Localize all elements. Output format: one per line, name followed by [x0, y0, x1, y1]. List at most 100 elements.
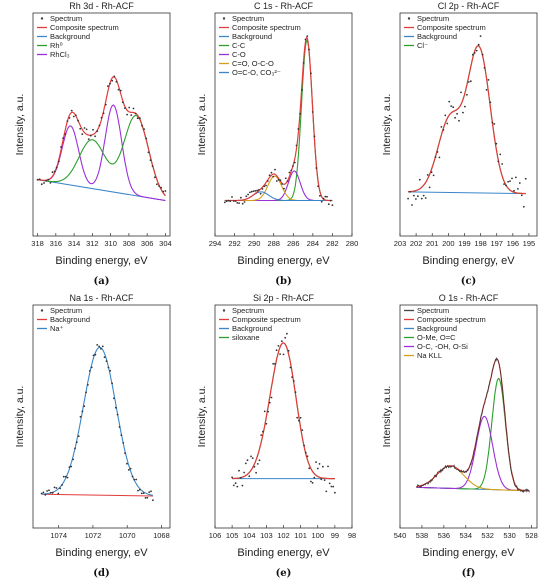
spectrum-point [100, 116, 103, 119]
panel-label: (a) [94, 276, 110, 287]
x-tick-label: 528 [525, 531, 538, 540]
spectrum-point [44, 494, 47, 496]
spectrum-point [127, 469, 130, 471]
legend-entry: Cl⁻ [404, 41, 428, 50]
spectrum-point [64, 475, 67, 478]
legend-label: O-C, -OH, O-Si [417, 342, 468, 351]
x-tick-label: 538 [416, 531, 429, 540]
legend-label: Rh⁰ [50, 41, 63, 50]
spectrum-point [265, 184, 267, 187]
spectrum-point [475, 49, 478, 52]
legend-entry: Background [219, 324, 272, 333]
legend-entry: C-C [219, 41, 246, 50]
spectrum-point [450, 105, 453, 107]
spectrum-point [100, 347, 102, 350]
spectrum-point [428, 186, 431, 189]
spectrum-point [315, 461, 317, 463]
spectrum-point [311, 481, 314, 484]
spectrum-point [487, 79, 490, 81]
spectrum-point [248, 475, 251, 478]
spectrum-point [466, 93, 468, 96]
spectrum-point [75, 114, 77, 117]
spectrum-point [252, 190, 255, 193]
x-tick-label: 198 [474, 239, 487, 248]
legend-entry: Background [219, 32, 272, 41]
spectrum-point [279, 353, 281, 355]
spectrum-point [153, 176, 156, 179]
spectrum-point [254, 190, 257, 192]
x-tick-label: 105 [226, 531, 239, 540]
spectrum-point [325, 490, 328, 493]
spectrum-point [413, 194, 415, 197]
spectrum-point [319, 194, 321, 197]
spectrum-point [448, 100, 451, 103]
spectrum-point [94, 135, 96, 138]
spectrum-point [493, 123, 496, 125]
spectrum-point [446, 122, 449, 125]
spectrum-point [517, 188, 519, 190]
legend-label: Na⁺ [50, 324, 64, 333]
x-tick-label: 103 [260, 531, 273, 540]
legend-label: C-C [232, 41, 246, 50]
spectrum-point [147, 151, 150, 154]
spectrum-point [68, 466, 71, 468]
x-tick-label: 294 [209, 239, 222, 248]
spectrum-point [105, 360, 108, 362]
spectrum-point [274, 363, 276, 365]
x-tick-label: 532 [481, 531, 494, 540]
panel-label: (c) [461, 276, 477, 287]
spectrum-point [270, 171, 273, 174]
spectrum-point [256, 189, 258, 192]
legend-marker [40, 309, 44, 312]
legend-entry: Spectrum [40, 14, 82, 23]
legend-entry: Spectrum [404, 306, 449, 315]
legend-label: siloxane [232, 333, 260, 342]
spectrum-point [92, 354, 95, 357]
spectrum-point [323, 479, 326, 481]
spectrum-point [239, 477, 242, 479]
spectrum-point [231, 476, 234, 479]
spectrum-point [469, 80, 472, 83]
legend-entry: Na KLL [404, 351, 442, 360]
spectrum-point [456, 112, 458, 115]
legend-entry: C=O, O-C-O [219, 59, 274, 68]
spectrum-point [328, 482, 331, 485]
spectrum-point [505, 184, 507, 187]
x-tick-label: 195 [523, 239, 536, 248]
spectrum-point [70, 465, 73, 468]
spectrum-point [424, 197, 427, 199]
spectrum-point [507, 180, 509, 183]
spectrum-point [240, 196, 242, 199]
legend-entry: siloxane [219, 333, 260, 342]
spectrum-point [114, 406, 117, 409]
spectrum-point [460, 91, 462, 94]
spectrum-point [495, 142, 498, 145]
spectrum-point [524, 177, 527, 180]
panel-title: O 1s - Rh-ACF [439, 293, 499, 303]
spectrum-point [231, 196, 233, 198]
spectrum-point [102, 112, 105, 115]
spectrum-point [274, 168, 276, 171]
spectrum-point [96, 130, 99, 133]
spectrum-point [407, 197, 409, 200]
spectrum-point [40, 492, 43, 495]
x-axis-label: Binding energy, eV [237, 547, 330, 559]
spectrum-point [113, 397, 115, 400]
spectrum-point [282, 353, 285, 356]
spectrum-point [160, 186, 163, 189]
spectrum-point [253, 465, 256, 468]
spectrum-point [61, 484, 63, 486]
spectrum-point [139, 488, 141, 491]
spectrum-point [513, 189, 515, 192]
panel-c: Cl 2p - Rh-ACF 203 202 201 200 199 198 197 196 19… [381, 1, 538, 287]
spectrum-point [301, 429, 304, 431]
spectrum-point [83, 405, 86, 408]
spectrum-point [140, 492, 143, 495]
spectrum-point [250, 455, 252, 458]
spectrum-point [38, 178, 41, 181]
panel-d: Na 1s - Rh-ACF 1074 1072 1070 1068 Binding en… [14, 293, 171, 579]
legend-label: Spectrum [50, 306, 82, 315]
spectrum-point [308, 467, 311, 470]
x-tick-label: 203 [394, 239, 407, 248]
spectrum-point [311, 111, 314, 113]
